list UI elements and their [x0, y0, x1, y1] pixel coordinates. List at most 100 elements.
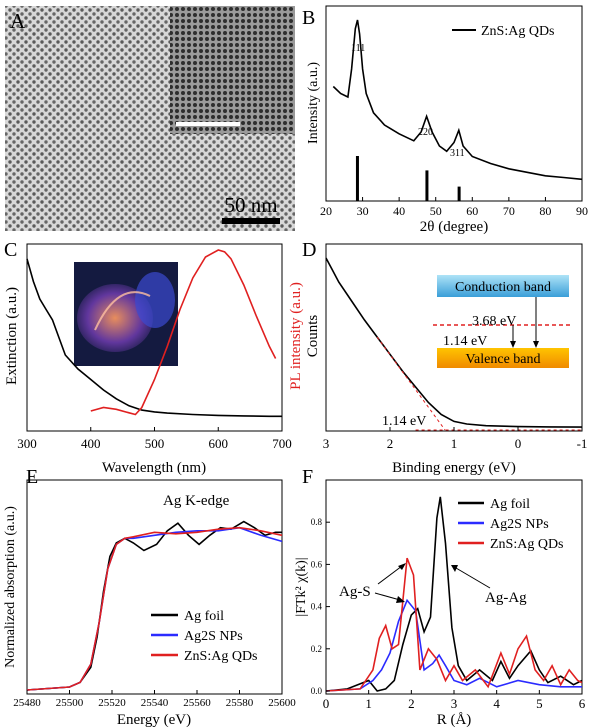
x-tick-label: 2 — [408, 696, 415, 711]
xanes-curve-group — [26, 520, 283, 691]
scale-bar-label: 50 nm — [224, 193, 277, 217]
x-tick-label: 40 — [393, 204, 405, 218]
spectra-group-c — [26, 249, 282, 418]
ag-s-arrow — [374, 592, 401, 601]
vb-spectrum-curve — [325, 257, 583, 428]
pl-curve — [90, 249, 277, 416]
y-axis-title-c-right: PL intensity (a.u.) — [288, 282, 304, 390]
legend-label-f: Ag foil — [490, 497, 530, 512]
y-axis-title-f: |FTk² χ(k)| — [294, 557, 309, 616]
legend-label-f: ZnS:Ag QDs — [490, 537, 564, 552]
valence-band-label: Valence band — [465, 352, 540, 367]
extinction-curve — [26, 258, 282, 418]
vb-curve-group — [325, 257, 583, 431]
ag-ag-arrowhead — [451, 565, 458, 572]
x-axis-title-b: 2θ (degree) — [420, 219, 488, 235]
peak-label-111: 111 — [351, 43, 365, 54]
y-axis-title-e: Normalized absorption (a.u.) — [3, 506, 18, 668]
valence-band-box — [437, 348, 569, 368]
panel-f: F 0 1 2 3 4 5 6 0.0 0.2 0.4 0.6 0.8 Ag foil Ag2S NPs… — [294, 466, 586, 728]
hrtem-inset — [170, 6, 295, 134]
y-tick-label: 0.4 — [311, 602, 323, 612]
x-tick-label: 50 — [430, 204, 442, 218]
gap-arrowhead — [533, 341, 539, 348]
x-axis-ticks-e: 25480 25500 25520 25540 25560 25580 25600 — [13, 690, 296, 709]
panel-a: 50 nm A — [5, 6, 295, 231]
ag-foil-curve — [26, 520, 282, 691]
x-tick-label: 60 — [466, 204, 478, 218]
sample-photo-inset — [74, 262, 178, 366]
x-tick-label: 1 — [365, 696, 372, 711]
legend-label-e: Ag foil — [184, 609, 224, 624]
x-axis-title-e: Energy (eV) — [117, 712, 191, 728]
x-axis-ticks-c: 300 400 500 600 700 — [17, 427, 292, 451]
peak-label-220: 220 — [418, 127, 433, 138]
ag-foil-ft-curve — [325, 496, 583, 692]
conduction-band-label: Conduction band — [455, 280, 551, 295]
legend-f: Ag foil Ag2S NPs ZnS:Ag QDs — [458, 497, 564, 552]
x-tick-label: 70 — [503, 204, 515, 218]
x-tick-label: 3 — [451, 696, 458, 711]
panel-letter-e: E — [26, 466, 38, 488]
x-tick-label: 5 — [536, 696, 543, 711]
y-tick-label: 0.8 — [311, 517, 323, 527]
peak-label-311: 311 — [450, 148, 465, 159]
x-tick-label: 25580 — [226, 697, 254, 709]
x-tick-label: 25480 — [13, 697, 41, 709]
x-axis-title-c: Wavelength (nm) — [102, 460, 206, 476]
x-tick-label: 80 — [539, 204, 551, 218]
edge-energy-label: 1.14 eV — [382, 414, 426, 429]
y-tick-label: 0.0 — [311, 686, 323, 696]
reference-sticks — [355, 156, 461, 201]
legend-label-b: ZnS:Ag QDs — [481, 24, 555, 39]
x-tick-label: 30 — [357, 204, 369, 218]
y-tick-label: 0.6 — [311, 559, 323, 569]
x-axis-ticks-d: 3 2 1 0 -1 — [323, 427, 588, 451]
ag-s-arrow-2 — [377, 565, 403, 585]
xrd-curve — [332, 19, 583, 181]
y-tick-label: 0.2 — [311, 644, 322, 654]
y-axis-title-d: Counts — [305, 315, 321, 358]
x-tick-label: 3 — [323, 436, 330, 451]
edge-annotation: Ag K-edge — [163, 493, 230, 509]
panel-e: E 25480 25500 25520 25540 25560 25580 25600 Ag… — [3, 466, 296, 728]
zns-ag-ft-curve — [325, 557, 583, 692]
y-axis-title-b: Intensity (a.u.) — [306, 62, 321, 144]
panel-letter-b: B — [302, 7, 315, 29]
panel-letter-d: D — [302, 239, 316, 261]
x-tick-label: 25520 — [98, 697, 126, 709]
level-arrowhead — [510, 341, 516, 348]
x-tick-label: 20 — [320, 204, 332, 218]
ag-s-arrowhead-2 — [398, 563, 406, 570]
legend-label-e: Ag2S NPs — [184, 629, 243, 644]
gap-energy-label: 3.68 eV — [472, 314, 516, 329]
panel-c: C 300 400 500 600 700 Wavelength (nm) Extinc… — [4, 239, 304, 476]
legend-label-e: ZnS:Ag QDs — [184, 649, 258, 664]
legend-e: Ag foil Ag2S NPs ZnS:Ag QDs — [151, 609, 258, 664]
x-tick-label: 500 — [145, 436, 165, 451]
legend-label-f: Ag2S NPs — [490, 517, 549, 532]
x-tick-label: 600 — [209, 436, 229, 451]
panel-b: B 20 30 40 50 60 70 80 90 ZnS:Ag QDs 111 220 31… — [302, 5, 588, 235]
x-axis-title-f: R (Å) — [437, 712, 472, 728]
x-tick-label: -1 — [577, 436, 588, 451]
x-tick-label: 1 — [451, 436, 458, 451]
xrd-curve-group — [332, 19, 583, 181]
ag-ag-arrow — [455, 567, 491, 589]
panel-letter-a: A — [10, 9, 26, 33]
x-tick-label: 400 — [81, 436, 101, 451]
x-axis-title-d: Binding energy (eV) — [392, 460, 516, 476]
x-tick-label: 25560 — [183, 697, 211, 709]
ft-exafs-curve-group — [325, 496, 583, 692]
x-tick-label: 300 — [17, 436, 37, 451]
panel-letter-c: C — [4, 239, 17, 261]
zns-ag-curve — [26, 526, 283, 691]
scale-bar — [222, 218, 280, 224]
level-energy-label: 1.14 eV — [443, 334, 487, 349]
panel-d: D 3 2 1 0 -1 Conduction band Valence band 3.… — [302, 239, 587, 476]
ag2s-curve — [26, 526, 283, 691]
x-tick-label: 25500 — [56, 697, 84, 709]
x-tick-label: 0 — [515, 436, 522, 451]
panel-letter-f: F — [302, 466, 313, 488]
